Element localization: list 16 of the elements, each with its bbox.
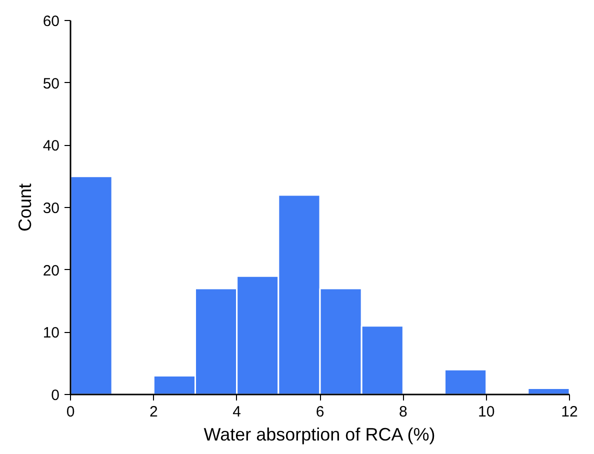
x-tick-label: 8 [398, 404, 408, 420]
x-tick-label: 12 [561, 404, 578, 420]
x-axis-title: Water absorption of RCA (%) [204, 424, 436, 444]
y-tick-label: 10 [42, 324, 60, 342]
x-tick-label: 2 [149, 404, 158, 420]
y-tick-label: 60 [42, 13, 60, 30]
x-tick-label: 10 [478, 404, 495, 420]
x-tick-label: 4 [232, 404, 242, 420]
y-tick-label: 20 [42, 262, 60, 280]
y-tick-label: 30 [42, 200, 60, 217]
x-tick-label: 0 [66, 404, 75, 420]
y-tick-label: 0 [51, 387, 60, 404]
y-axis-title: Count [14, 183, 35, 232]
y-tick-label: 40 [42, 138, 60, 155]
y-tick-label: 50 [42, 75, 60, 92]
x-tick-label: 6 [316, 404, 324, 420]
